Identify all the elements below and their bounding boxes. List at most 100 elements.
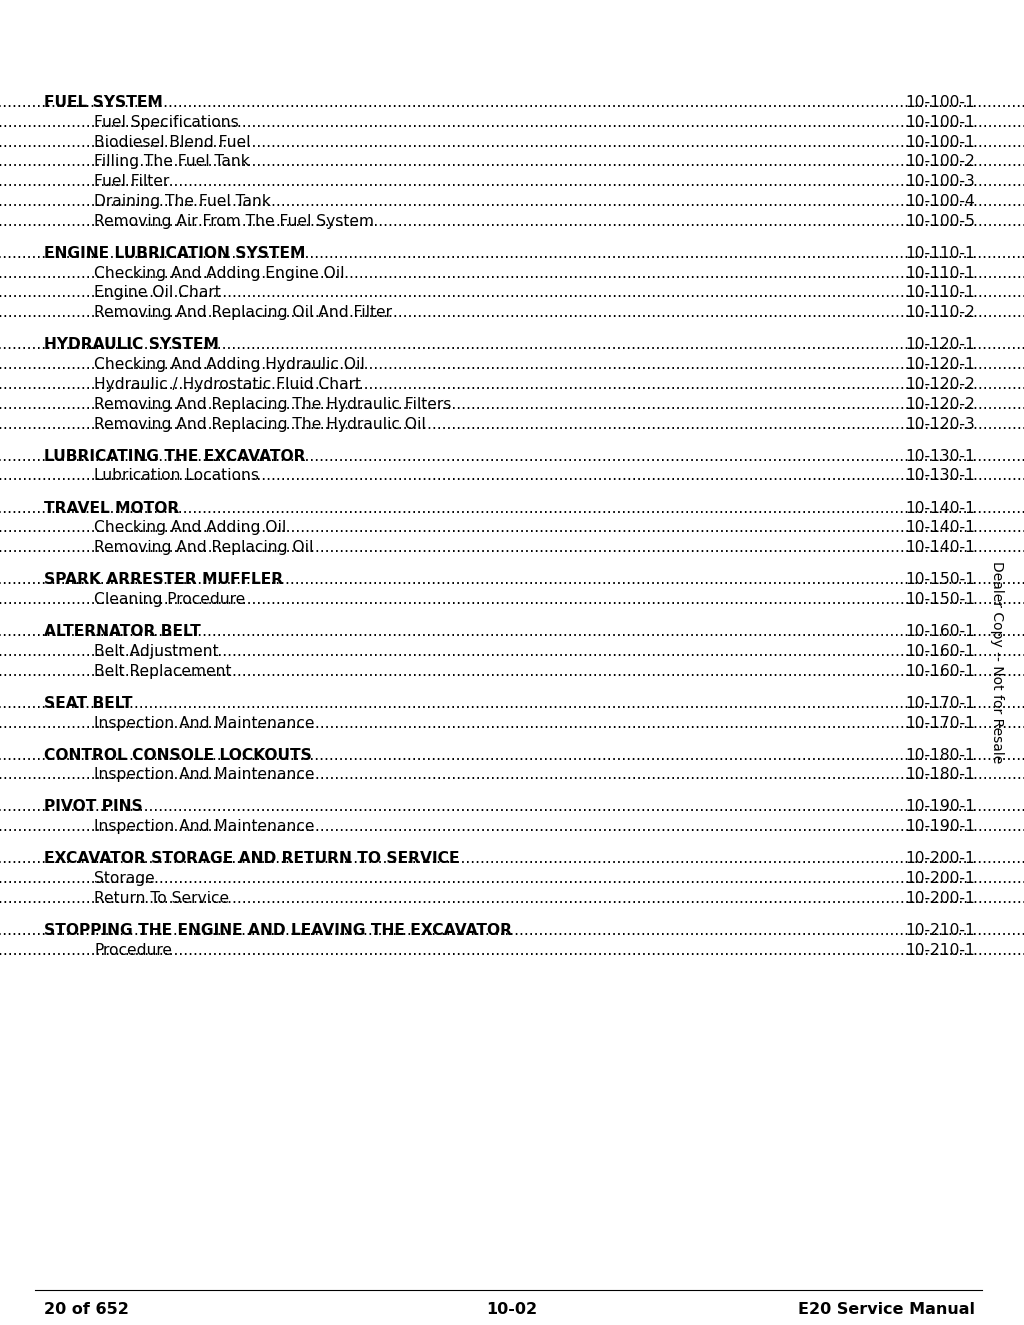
- Text: 10-110-1: 10-110-1: [905, 285, 975, 301]
- Text: 10-170-1: 10-170-1: [905, 696, 975, 710]
- Text: Hydraulic / Hydrostatic Fluid Chart: Hydraulic / Hydrostatic Fluid Chart: [94, 376, 361, 392]
- Text: 10-150-1: 10-150-1: [905, 572, 975, 587]
- Text: ................................................................................: ........................................…: [0, 819, 1024, 835]
- Text: SPARK ARRESTER MUFFLER: SPARK ARRESTER MUFFLER: [44, 572, 283, 587]
- Text: 20 of 652: 20 of 652: [44, 1302, 129, 1317]
- Text: ENGINE LUBRICATION SYSTEM: ENGINE LUBRICATION SYSTEM: [44, 246, 305, 261]
- Text: 10-160-1: 10-160-1: [905, 644, 975, 659]
- Text: Checking And Adding Hydraulic Oil: Checking And Adding Hydraulic Oil: [94, 358, 365, 372]
- Text: ................................................................................: ........................................…: [0, 664, 1024, 678]
- Text: Return To Service: Return To Service: [94, 890, 229, 906]
- Text: Fuel Specifications: Fuel Specifications: [94, 115, 239, 130]
- Text: 10-140-1: 10-140-1: [905, 501, 975, 515]
- Text: ................................................................................: ........................................…: [0, 747, 1024, 763]
- Text: 10-110-1: 10-110-1: [905, 246, 975, 261]
- Text: 10-150-1: 10-150-1: [905, 592, 975, 607]
- Text: Removing Air From The Fuel System: Removing Air From The Fuel System: [94, 213, 374, 229]
- Text: ................................................................................: ........................................…: [0, 358, 1024, 372]
- Text: 10-190-1: 10-190-1: [905, 819, 975, 835]
- Text: ................................................................................: ........................................…: [0, 449, 1024, 464]
- Text: ................................................................................: ........................................…: [0, 572, 1024, 587]
- Text: Storage: Storage: [94, 871, 155, 886]
- Text: Dealer Copy -- Not for Resale: Dealer Copy -- Not for Resale: [990, 562, 1004, 763]
- Text: ................................................................................: ........................................…: [0, 213, 1024, 229]
- Text: 10-110-1: 10-110-1: [905, 266, 975, 281]
- Text: HYDRAULIC SYSTEM: HYDRAULIC SYSTEM: [44, 338, 219, 352]
- Text: ................................................................................: ........................................…: [0, 767, 1024, 782]
- Text: 10-160-1: 10-160-1: [905, 664, 975, 678]
- Text: ................................................................................: ........................................…: [0, 266, 1024, 281]
- Text: Lubrication Locations: Lubrication Locations: [94, 469, 259, 484]
- Text: 10-210-1: 10-210-1: [905, 943, 975, 958]
- Text: 10-160-1: 10-160-1: [905, 624, 975, 639]
- Text: 10-100-3: 10-100-3: [905, 174, 975, 189]
- Text: Checking And Adding Oil: Checking And Adding Oil: [94, 521, 287, 535]
- Text: EXCAVATOR STORAGE AND RETURN TO SERVICE: EXCAVATOR STORAGE AND RETURN TO SERVICE: [44, 852, 460, 867]
- Text: Inspection And Maintenance: Inspection And Maintenance: [94, 767, 314, 782]
- Text: Removing And Replacing Oil And Filter: Removing And Replacing Oil And Filter: [94, 305, 392, 321]
- Text: ................................................................................: ........................................…: [0, 246, 1024, 261]
- Text: 10-100-1: 10-100-1: [905, 115, 975, 130]
- Text: ................................................................................: ........................................…: [0, 285, 1024, 301]
- Text: ................................................................................: ........................................…: [0, 376, 1024, 392]
- Text: ................................................................................: ........................................…: [0, 890, 1024, 906]
- Text: 10-100-1: 10-100-1: [905, 95, 975, 110]
- Text: ................................................................................: ........................................…: [0, 135, 1024, 150]
- Text: 10-100-4: 10-100-4: [905, 193, 975, 209]
- Text: 10-130-1: 10-130-1: [905, 469, 975, 484]
- Text: ALTERNATOR BELT: ALTERNATOR BELT: [44, 624, 201, 639]
- Text: TRAVEL MOTOR: TRAVEL MOTOR: [44, 501, 179, 515]
- Text: STOPPING THE ENGINE AND LEAVING THE EXCAVATOR: STOPPING THE ENGINE AND LEAVING THE EXCA…: [44, 924, 512, 938]
- Text: Draining The Fuel Tank: Draining The Fuel Tank: [94, 193, 271, 209]
- Text: 10-120-1: 10-120-1: [905, 358, 975, 372]
- Text: 10-130-1: 10-130-1: [905, 449, 975, 464]
- Text: ................................................................................: ........................................…: [0, 696, 1024, 710]
- Text: ................................................................................: ........................................…: [0, 799, 1024, 815]
- Text: Fuel Filter: Fuel Filter: [94, 174, 169, 189]
- Text: E20 Service Manual: E20 Service Manual: [798, 1302, 975, 1317]
- Text: Belt Adjustment: Belt Adjustment: [94, 644, 219, 659]
- Text: ................................................................................: ........................................…: [0, 644, 1024, 659]
- Text: ................................................................................: ........................................…: [0, 469, 1024, 484]
- Text: ................................................................................: ........................................…: [0, 193, 1024, 209]
- Text: ................................................................................: ........................................…: [0, 521, 1024, 535]
- Text: Cleaning Procedure: Cleaning Procedure: [94, 592, 246, 607]
- Text: ................................................................................: ........................................…: [0, 624, 1024, 639]
- Text: 10-140-1: 10-140-1: [905, 521, 975, 535]
- Text: 10-100-2: 10-100-2: [905, 155, 975, 170]
- Text: Removing And Replacing The Hydraulic Oil: Removing And Replacing The Hydraulic Oil: [94, 416, 426, 432]
- Text: 10-100-5: 10-100-5: [905, 213, 975, 229]
- Text: ................................................................................: ........................................…: [0, 174, 1024, 189]
- Text: ................................................................................: ........................................…: [0, 871, 1024, 886]
- Text: SEAT BELT: SEAT BELT: [44, 696, 132, 710]
- Text: 10-120-2: 10-120-2: [905, 376, 975, 392]
- Text: ................................................................................: ........................................…: [0, 305, 1024, 321]
- Text: 10-120-3: 10-120-3: [905, 416, 975, 432]
- Text: 10-120-1: 10-120-1: [905, 338, 975, 352]
- Text: ................................................................................: ........................................…: [0, 924, 1024, 938]
- Text: 10-200-1: 10-200-1: [905, 871, 975, 886]
- Text: ................................................................................: ........................................…: [0, 541, 1024, 555]
- Text: Engine Oil Chart: Engine Oil Chart: [94, 285, 221, 301]
- Text: ................................................................................: ........................................…: [0, 115, 1024, 130]
- Text: LUBRICATING THE EXCAVATOR: LUBRICATING THE EXCAVATOR: [44, 449, 305, 464]
- Text: 10-02: 10-02: [486, 1302, 538, 1317]
- Text: ................................................................................: ........................................…: [0, 943, 1024, 958]
- Text: 10-200-1: 10-200-1: [905, 890, 975, 906]
- Text: ................................................................................: ........................................…: [0, 852, 1024, 867]
- Text: 10-210-1: 10-210-1: [905, 924, 975, 938]
- Text: 10-100-1: 10-100-1: [905, 135, 975, 150]
- Text: ................................................................................: ........................................…: [0, 716, 1024, 730]
- Text: 10-170-1: 10-170-1: [905, 716, 975, 730]
- Text: 10-190-1: 10-190-1: [905, 799, 975, 815]
- Text: Checking And Adding Engine Oil: Checking And Adding Engine Oil: [94, 266, 344, 281]
- Text: Removing And Replacing Oil: Removing And Replacing Oil: [94, 541, 313, 555]
- Text: Inspection And Maintenance: Inspection And Maintenance: [94, 716, 314, 730]
- Text: 10-140-1: 10-140-1: [905, 541, 975, 555]
- Text: Procedure: Procedure: [94, 943, 172, 958]
- Text: ................................................................................: ........................................…: [0, 416, 1024, 432]
- Text: ................................................................................: ........................................…: [0, 501, 1024, 515]
- Text: 10-120-2: 10-120-2: [905, 396, 975, 412]
- Text: Filling The Fuel Tank: Filling The Fuel Tank: [94, 155, 250, 170]
- Text: ................................................................................: ........................................…: [0, 396, 1024, 412]
